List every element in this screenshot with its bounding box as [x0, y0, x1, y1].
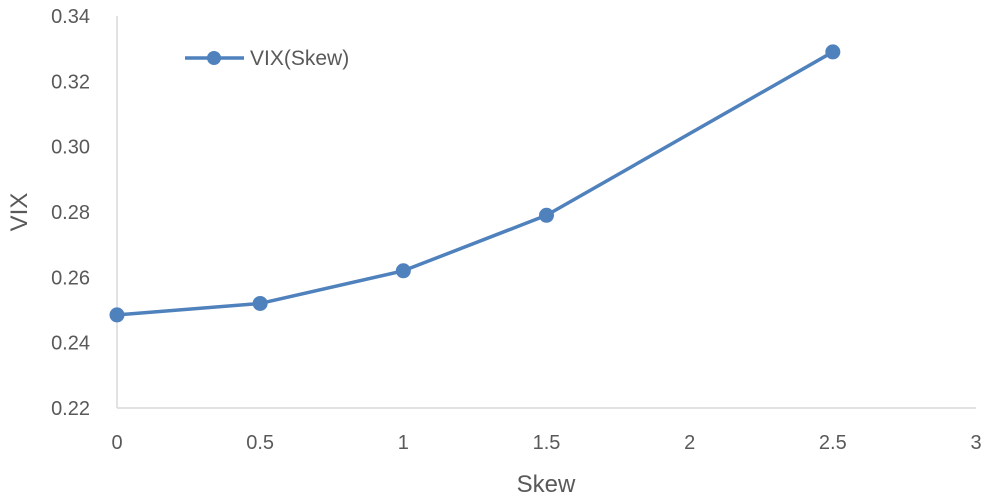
tick-labels: 0 0.5 1 1.5 2 2.5 3 0.22 0.24 0.26 0.28 0.30 0.32 0.3…	[51, 6, 982, 454]
axes	[116, 16, 976, 409]
y-tick-label: 0.32	[51, 71, 90, 93]
x-tick-label: 1	[398, 432, 409, 454]
y-tick-label: 0.26	[51, 267, 90, 289]
data-point	[109, 307, 125, 323]
x-tick-label: 0	[111, 432, 122, 454]
data-point	[539, 207, 554, 223]
y-tick-label: 0.34	[51, 6, 90, 28]
y-tick-label: 0.24	[51, 333, 90, 355]
legend: VIX(Skew)	[185, 47, 349, 70]
legend-point-marker	[207, 51, 221, 65]
series-line	[116, 50, 834, 317]
x-axis-title: Skew	[517, 471, 576, 498]
x-tick-label: 1.5	[533, 432, 561, 454]
y-axis-title: VIX	[6, 193, 33, 232]
y-tick-label: 0.30	[51, 137, 90, 159]
x-tick-label: 0.5	[246, 432, 274, 454]
legend-label: VIX(Skew)	[250, 47, 349, 70]
x-tick-label: 2.5	[819, 432, 847, 454]
data-point	[395, 263, 411, 279]
x-tick-label: 3	[970, 432, 981, 454]
y-tick-label: 0.22	[51, 398, 90, 420]
data-point	[825, 44, 841, 60]
data-point	[252, 295, 268, 311]
y-tick-label: 0.28	[51, 202, 90, 224]
x-tick-label: 2	[684, 432, 695, 454]
series	[109, 44, 841, 323]
